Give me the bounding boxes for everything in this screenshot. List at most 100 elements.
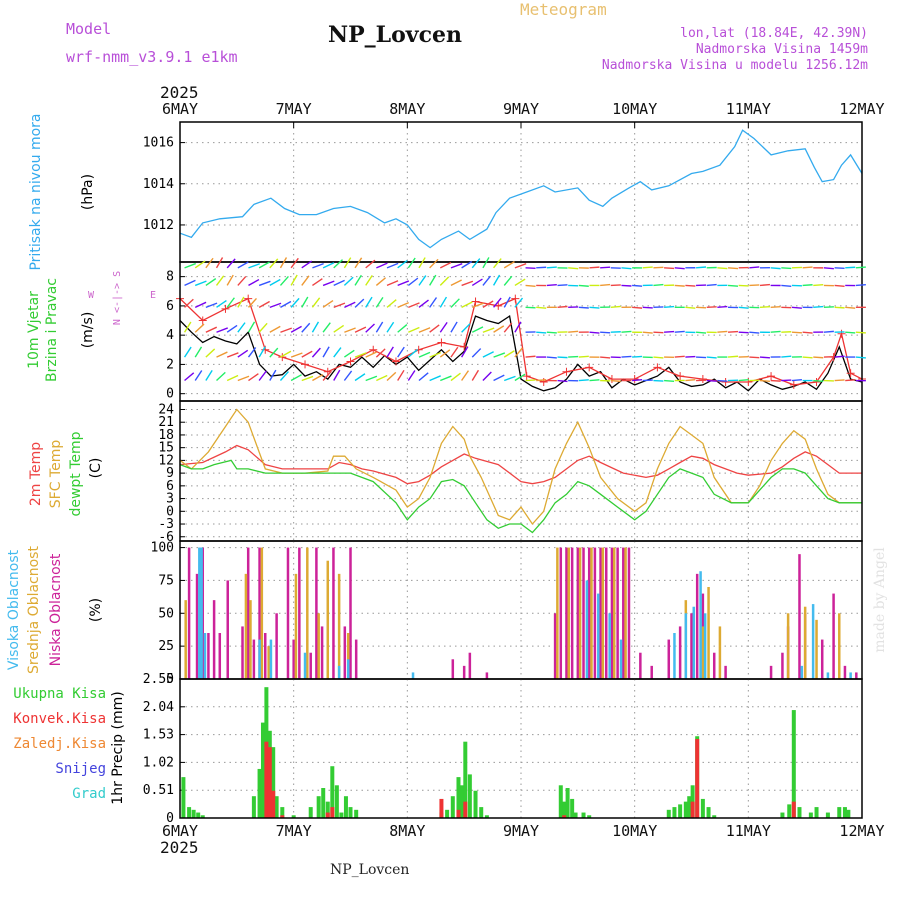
- conv_precip-bar: [456, 809, 461, 818]
- low_cloud-bar: [695, 573, 699, 679]
- wind-arrow: [183, 321, 192, 333]
- wind-arrow: [269, 278, 281, 287]
- wind-arrow: [290, 374, 302, 382]
- wind-arrow: [237, 275, 247, 286]
- temp-unit-label: (C): [88, 458, 104, 479]
- wind-arrow: [802, 284, 813, 287]
- wind-arrow: [503, 296, 511, 308]
- mid_cloud-bar: [707, 587, 710, 679]
- wind-arrow: [248, 263, 260, 269]
- wind-arrow: [759, 356, 771, 359]
- high_cloud-bar: [684, 613, 688, 679]
- y-tick-label: 50: [158, 606, 174, 621]
- wind-arrow: [312, 374, 324, 382]
- wind-arrow: [279, 371, 289, 381]
- wind-arrow: [184, 279, 196, 287]
- mid_cloud-bar: [294, 573, 298, 679]
- wind-arrow: [492, 274, 501, 286]
- wind-arrow: [503, 275, 513, 286]
- wind-arrow: [749, 331, 760, 334]
- wind-arrow: [301, 275, 310, 286]
- wind-arrow: [258, 300, 270, 308]
- wind-arrow: [205, 348, 216, 358]
- wind-arrow: [845, 306, 856, 309]
- time-tick-top: 6MAY: [162, 100, 198, 118]
- wind-arrow: [407, 370, 416, 381]
- wind-arrow: [557, 284, 568, 287]
- wind-arrow: [632, 355, 643, 358]
- mid_cloud-bar: [317, 613, 320, 679]
- total_precip-bar: [808, 812, 813, 818]
- gust-marker: [676, 372, 685, 381]
- wind-arrow: [237, 261, 249, 269]
- total_precip-bar: [467, 774, 472, 818]
- wind-arrow: [546, 283, 557, 287]
- wind-arrow: [280, 327, 292, 333]
- low_cloud-bar: [832, 593, 835, 679]
- wind-arrow: [674, 267, 685, 270]
- wind-arrow: [439, 349, 451, 358]
- wind-arrow: [770, 267, 781, 270]
- total_precip-bar: [343, 796, 348, 818]
- conv_precip-bar: [562, 815, 567, 818]
- total_precip-bar: [837, 807, 842, 818]
- gust-marker: [846, 369, 855, 378]
- low_cloud-bar: [226, 580, 229, 679]
- y-tick-label: 2.55: [143, 672, 174, 687]
- wind-arrow: [408, 326, 420, 333]
- footer-station: NP_Lovcen: [330, 862, 410, 878]
- low_cloud-bar: [769, 665, 773, 679]
- mid_cloud-bar: [567, 547, 570, 679]
- y-tick-label: 4: [166, 328, 174, 343]
- wind-arrow: [461, 260, 473, 269]
- wind-arrow: [770, 379, 781, 382]
- total_precip-bar: [354, 809, 359, 818]
- wind-arrow: [407, 348, 418, 358]
- time-tick-top: 10MAY: [612, 100, 657, 118]
- mid_cloud-bar: [815, 619, 818, 679]
- total_precip-bar: [251, 796, 256, 818]
- conv_precip-bar: [439, 798, 444, 818]
- wind-arrow: [344, 301, 356, 308]
- low_cloud-bar: [610, 547, 614, 679]
- wind-arrow: [727, 355, 739, 358]
- wind-arrow: [344, 327, 356, 333]
- coords-text: lon,lat (18.84E, 42.39N): [680, 26, 868, 41]
- wind-arrow: [450, 346, 459, 358]
- wind-arrow: [578, 355, 589, 358]
- wind-arrow: [205, 302, 218, 309]
- gust-marker: [278, 353, 287, 362]
- wind-arrow: [354, 257, 363, 269]
- elevation-text: Nadmorska Visina 1459m: [695, 42, 868, 57]
- wind-arrow: [813, 356, 824, 359]
- wind-arrow: [269, 258, 279, 269]
- y-tick-label: 8: [166, 270, 174, 285]
- gust-marker: [522, 372, 531, 381]
- wind-arrow: [365, 323, 375, 333]
- total_precip-bar: [587, 815, 592, 818]
- conv_precip-bar: [267, 747, 272, 818]
- wind-arrow: [418, 257, 426, 269]
- wind-arrow: [333, 279, 345, 287]
- wind-arrow: [471, 258, 481, 269]
- y-tick-label: 1.02: [143, 755, 174, 770]
- gust-marker: [244, 294, 253, 303]
- cloud-unit-label: (%): [88, 598, 104, 622]
- gust-marker: [460, 342, 469, 351]
- wind-arrow: [664, 330, 675, 333]
- wind-arrow: [514, 263, 527, 269]
- wind-arrow: [642, 306, 653, 309]
- high_cloud-bar: [811, 604, 815, 679]
- wind-arrow: [322, 346, 330, 358]
- wind-arrow: [194, 301, 207, 308]
- y-tick-label: 18: [158, 428, 174, 443]
- wind-arrow: [525, 284, 536, 287]
- low_cloud-bar: [218, 633, 222, 679]
- total_precip-bar: [842, 807, 847, 818]
- wind-arrow: [237, 296, 245, 308]
- total_precip-bar: [348, 807, 353, 818]
- y-tick-label: 75: [158, 573, 174, 588]
- total_precip-bar: [683, 801, 688, 818]
- model-label: Model: [66, 20, 112, 38]
